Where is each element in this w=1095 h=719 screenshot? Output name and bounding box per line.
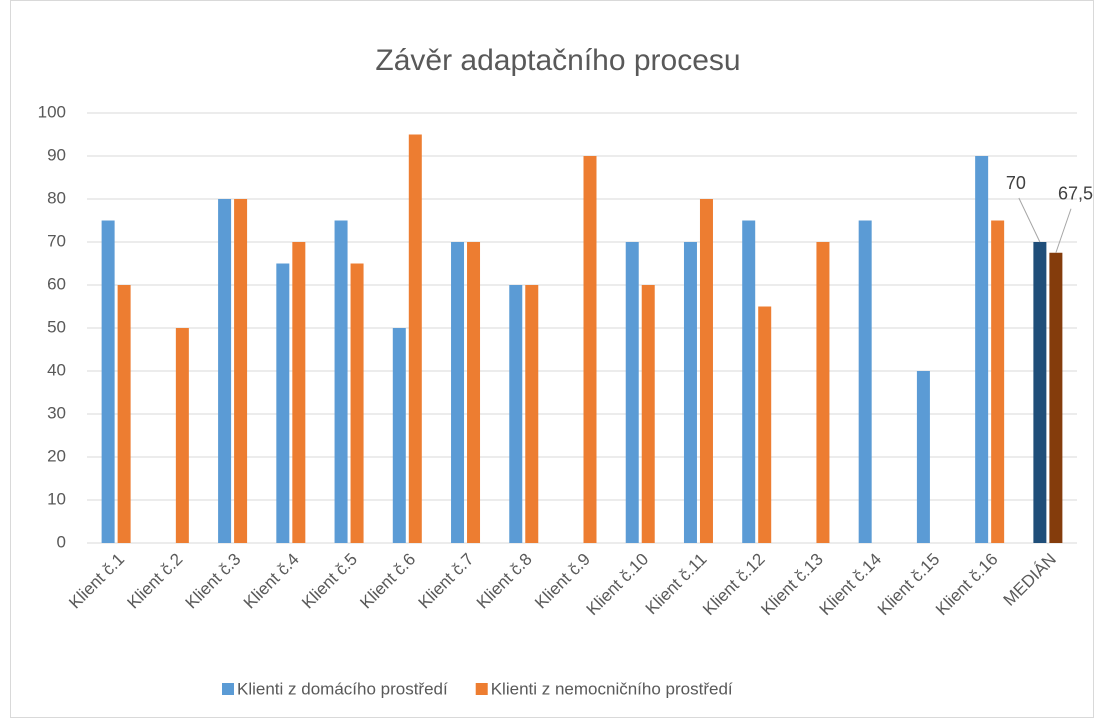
bar (117, 285, 131, 543)
bar (451, 242, 465, 543)
bar (641, 285, 655, 543)
legend-swatch (222, 683, 234, 695)
leader-line (1018, 197, 1041, 243)
bar (350, 263, 364, 543)
bar (975, 156, 989, 543)
bar (509, 285, 523, 543)
bar (392, 328, 406, 543)
leader-line (1055, 208, 1072, 253)
bar (625, 242, 639, 543)
y-tick-label: 60 (47, 274, 66, 293)
bar (101, 220, 115, 543)
bar (218, 199, 232, 543)
data-label: 70 (1006, 173, 1026, 193)
y-tick-label: 0 (57, 532, 66, 551)
bar (742, 220, 756, 543)
bar (699, 199, 713, 543)
data-label: 67,5 (1058, 184, 1093, 204)
y-tick-label: 90 (47, 145, 66, 164)
y-tick-label: 80 (47, 188, 66, 207)
bar (583, 156, 597, 543)
bar (916, 371, 930, 543)
y-tick-label: 70 (47, 231, 66, 250)
chart-title: Závěr adaptačního procesu (375, 44, 740, 77)
bar (758, 306, 772, 543)
legend-swatch (475, 683, 488, 695)
bar (683, 242, 697, 543)
bar (525, 285, 539, 543)
y-tick-label: 50 (47, 317, 66, 336)
bar (276, 263, 290, 543)
bar (408, 134, 422, 543)
bar (334, 220, 348, 543)
y-tick-label: 10 (47, 489, 66, 508)
y-tick-label: 40 (47, 360, 66, 379)
bar (467, 242, 481, 543)
bar (1049, 252, 1063, 543)
bar (234, 199, 248, 543)
bar (1033, 242, 1047, 543)
bar (991, 220, 1005, 543)
legend-label: Klienti z nemocničního prostředí (491, 679, 733, 698)
chart-border (10, 0, 1094, 718)
y-tick-label: 100 (38, 102, 66, 121)
bar (292, 242, 306, 543)
legend-label: Klienti z domácího prostředí (237, 679, 448, 698)
bar (816, 242, 830, 543)
y-tick-label: 20 (47, 446, 66, 465)
y-tick-label: 30 (47, 403, 66, 422)
bar (175, 328, 189, 543)
bar (858, 220, 872, 543)
